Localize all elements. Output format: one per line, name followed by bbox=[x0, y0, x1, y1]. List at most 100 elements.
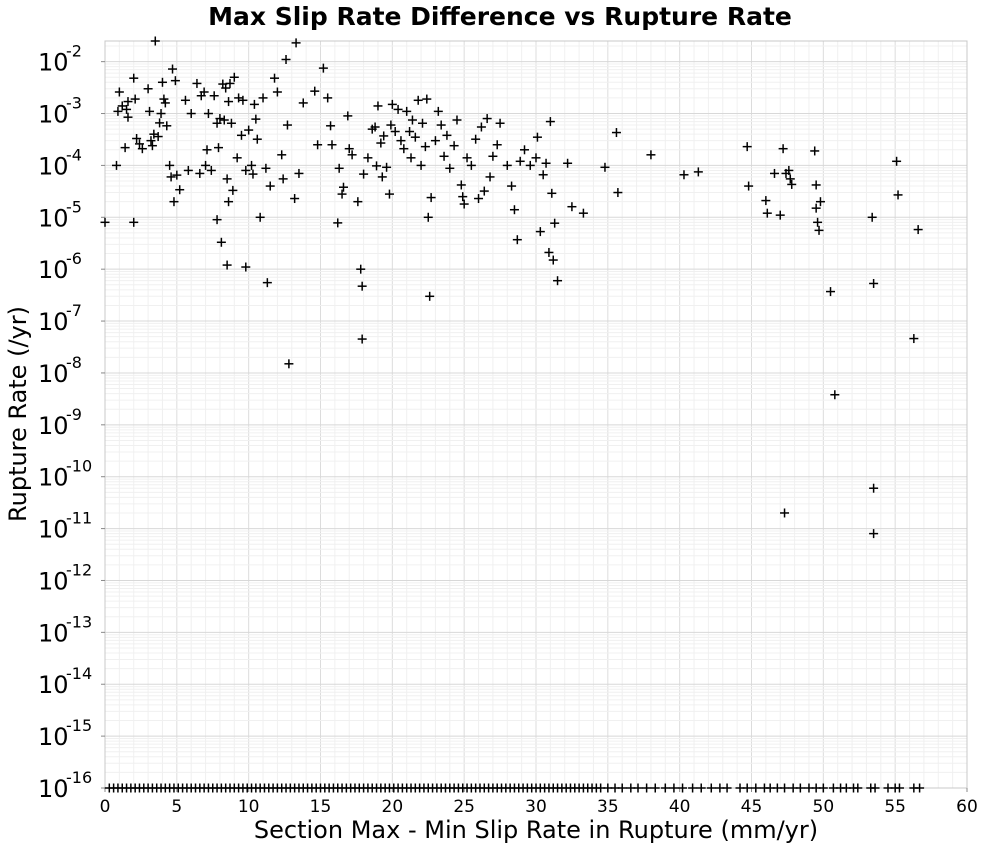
data-point bbox=[213, 143, 223, 153]
data-point bbox=[356, 264, 366, 274]
data-point bbox=[578, 208, 588, 218]
data-point bbox=[892, 156, 902, 166]
data-point bbox=[751, 783, 761, 793]
data-point bbox=[150, 36, 160, 46]
data-point bbox=[826, 287, 836, 297]
data-point bbox=[175, 185, 185, 195]
data-point bbox=[869, 529, 879, 539]
data-point bbox=[209, 91, 219, 101]
data-point bbox=[488, 151, 498, 161]
y-tick-label-base: 10 bbox=[38, 256, 69, 284]
data-point bbox=[294, 168, 304, 178]
data-point bbox=[372, 161, 382, 171]
data-point bbox=[399, 144, 409, 154]
data-point bbox=[143, 84, 153, 94]
data-point bbox=[544, 247, 554, 257]
data-point bbox=[155, 118, 165, 128]
data-point bbox=[646, 150, 656, 160]
y-tick-label-exponent: -15 bbox=[66, 716, 92, 735]
y-tick-label-base: 10 bbox=[38, 152, 69, 180]
data-point bbox=[310, 86, 320, 96]
data-point bbox=[818, 783, 828, 793]
data-point bbox=[225, 78, 235, 88]
x-tick-label: 25 bbox=[453, 797, 475, 817]
data-point bbox=[495, 118, 505, 128]
y-tick-label-base: 10 bbox=[38, 308, 69, 336]
data-point bbox=[323, 93, 333, 103]
data-point bbox=[617, 783, 627, 793]
data-point bbox=[137, 144, 147, 154]
data-point bbox=[512, 235, 522, 245]
data-point bbox=[226, 118, 236, 128]
y-tick-label-base: 10 bbox=[38, 360, 69, 388]
data-point bbox=[410, 132, 420, 142]
data-point bbox=[373, 101, 383, 111]
x-tick-label: 35 bbox=[597, 797, 619, 817]
data-point bbox=[456, 180, 466, 190]
data-point bbox=[100, 217, 110, 227]
data-point bbox=[192, 78, 202, 88]
data-point bbox=[170, 76, 180, 86]
data-point bbox=[893, 190, 903, 200]
data-markers bbox=[100, 36, 925, 793]
data-point bbox=[333, 218, 343, 228]
data-point bbox=[913, 225, 923, 235]
data-point bbox=[416, 160, 426, 170]
y-tick-label-base: 10 bbox=[38, 464, 69, 492]
data-point bbox=[224, 197, 234, 207]
data-point bbox=[249, 99, 259, 109]
data-point bbox=[810, 146, 820, 156]
data-point bbox=[660, 783, 670, 793]
x-tick-label: 60 bbox=[956, 797, 978, 817]
data-point bbox=[363, 153, 373, 163]
data-point bbox=[123, 97, 133, 107]
data-point bbox=[502, 160, 512, 170]
data-point bbox=[423, 212, 433, 222]
x-tick-label: 50 bbox=[813, 797, 835, 817]
x-tick-label: 45 bbox=[741, 797, 763, 817]
data-point bbox=[384, 189, 394, 199]
data-point bbox=[830, 390, 840, 400]
data-point bbox=[458, 192, 468, 202]
data-point bbox=[338, 182, 348, 192]
data-point bbox=[442, 130, 452, 140]
data-point bbox=[650, 783, 660, 793]
x-tick-label: 0 bbox=[100, 797, 111, 817]
data-point bbox=[222, 260, 232, 270]
data-point bbox=[272, 87, 282, 97]
data-point bbox=[219, 115, 229, 125]
data-point bbox=[252, 134, 262, 144]
data-point bbox=[201, 160, 211, 170]
data-point bbox=[413, 95, 423, 105]
data-point bbox=[563, 158, 573, 168]
data-point bbox=[123, 112, 133, 122]
data-point bbox=[298, 98, 308, 108]
data-point bbox=[290, 194, 300, 204]
data-point bbox=[762, 208, 772, 218]
data-point bbox=[509, 205, 519, 215]
data-point bbox=[600, 162, 610, 172]
data-point bbox=[894, 783, 904, 793]
data-point bbox=[909, 334, 919, 344]
data-point bbox=[111, 160, 121, 170]
data-point bbox=[814, 225, 824, 235]
y-tick-label-exponent: -9 bbox=[66, 405, 82, 424]
data-point bbox=[406, 153, 416, 163]
data-point bbox=[462, 153, 472, 163]
data-point bbox=[390, 127, 400, 137]
data-point bbox=[538, 170, 548, 180]
data-point bbox=[445, 163, 455, 173]
data-point bbox=[420, 142, 430, 152]
data-point bbox=[547, 188, 557, 198]
data-point bbox=[347, 150, 357, 160]
data-point bbox=[244, 125, 254, 135]
data-point bbox=[769, 168, 779, 178]
data-point bbox=[203, 109, 213, 119]
data-point bbox=[396, 136, 406, 146]
data-point bbox=[780, 783, 790, 793]
data-point bbox=[278, 174, 288, 184]
data-point bbox=[162, 121, 172, 131]
data-point bbox=[811, 180, 821, 190]
data-point bbox=[706, 783, 716, 793]
